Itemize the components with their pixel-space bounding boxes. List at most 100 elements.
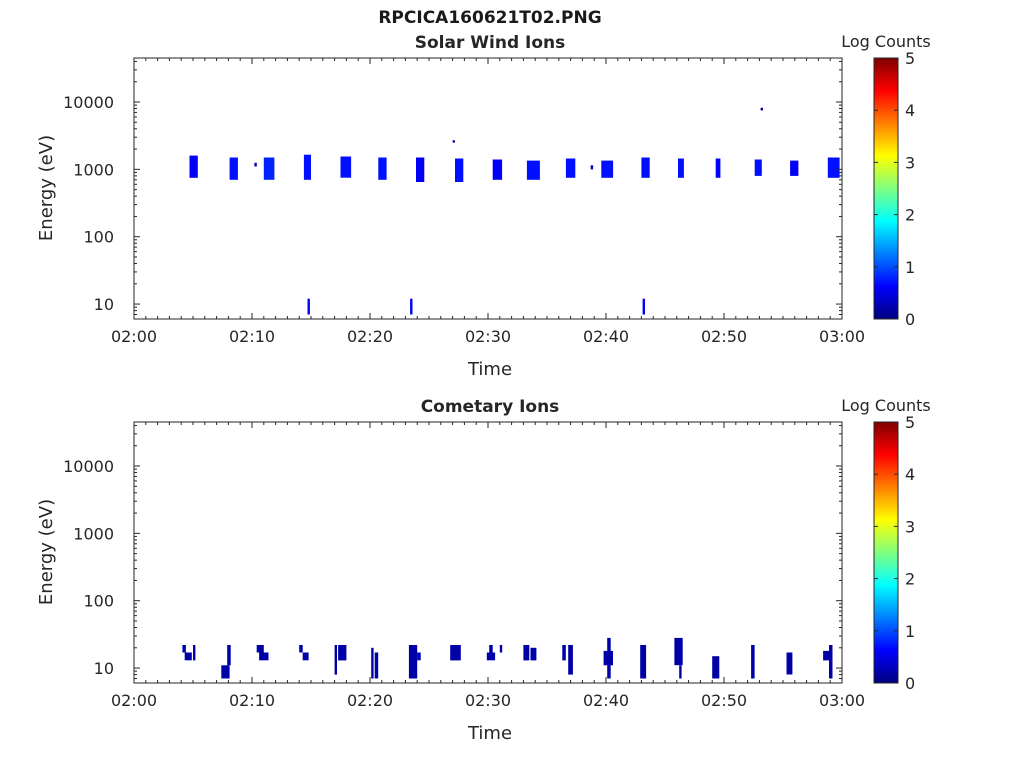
spectrogram-cell [340,156,352,178]
colorbar-tick-label: 2 [905,206,915,225]
x-tick-label: 02:50 [701,691,747,710]
spectrogram-cell [221,665,230,679]
colorbar-tick-label: 3 [905,517,915,536]
y-tick-label: 1000 [73,160,114,179]
spectrogram-cell [378,157,387,180]
spectrogram-cell [307,298,310,315]
x-tick-label: 03:00 [819,327,865,346]
y-tick-label: 10000 [63,93,114,112]
spectrogram-cell [263,157,275,180]
x-tick-label: 02:00 [111,691,157,710]
spectrogram-cell [607,637,611,679]
colorbar-tick-label: 1 [905,258,915,277]
spectrogram-cell [408,645,418,679]
spectrogram-cell [590,165,594,170]
x-tick-label: 02:30 [465,691,511,710]
y-axis-label: Energy (eV) [36,499,57,605]
spectrogram-cell [182,645,186,653]
x-axis: 02:00 02:10 02:20 02:30 02:40 02:50 03:00 [111,422,865,710]
x-tick-label: 02:40 [583,691,629,710]
spectrogram-cell [601,160,614,178]
spectrogram-cell [786,652,793,675]
spectrogram-cell [526,160,540,180]
x-tick-label: 02:20 [347,327,393,346]
colorbar-tick-label: 0 [905,310,915,329]
spectrogram-cell [299,645,303,653]
spectrogram-cell [254,162,257,167]
plot-frame [133,57,843,320]
y-axis: 10 100 1000 10000 [63,424,842,684]
spectrogram-cell [410,298,413,315]
y-tick-label: 100 [83,228,114,247]
colorbar-tick-label: 4 [905,101,915,120]
x-tick-label: 02:50 [701,327,747,346]
spectrogram-cell [754,159,762,176]
spectrogram-cell [450,645,461,661]
spectrogram-cell [674,637,683,666]
spectrogram-cell [641,157,650,178]
spectrogram-cell [751,645,755,679]
spectrogram-cell [371,647,374,679]
spectrogram-cells [189,107,840,315]
y-tick-label: 10 [94,659,114,678]
spectrogram-cell [640,645,647,679]
spectrogram-cell [678,158,684,178]
y-tick-label: 100 [83,592,114,611]
spectrogram-cell [189,155,198,178]
panel-title: Solar Wind Ions [415,33,566,53]
plot-frame [133,421,843,684]
colorbar-label: Log Counts [841,32,931,51]
y-axis-label: Energy (eV) [36,135,57,241]
spectrogram-cell [455,158,464,182]
spectrogram-cell [679,665,682,679]
y-tick-label: 1000 [73,524,114,543]
colorbar-ticks: 0 1 2 3 4 5 [874,413,915,693]
colorbar-label: Log Counts [841,396,931,415]
spectrogram-cell [374,652,379,679]
x-tick-label: 02:30 [465,327,511,346]
spectrogram-cell [823,650,831,661]
spectrogram-cell [760,107,763,111]
x-tick-label: 02:20 [347,691,393,710]
spectrogram-cell [259,652,269,661]
spectrogram-cell [642,298,645,315]
colorbar-tick-label: 1 [905,622,915,641]
y-axis: 10 100 1000 10000 [63,60,842,320]
x-tick-label: 02:10 [229,691,275,710]
colorbar-tick-label: 5 [905,413,915,432]
spectrogram-cell [829,645,833,679]
spectrogram-cell [227,645,231,666]
colorbar-tick-label: 4 [905,465,915,484]
spectrogram-cell [334,645,337,675]
spectrogram-cell [565,158,576,178]
panel-cometary: Cometary Ions 02:00 02:10 02:20 02:30 02:40 0… [36,396,931,744]
y-tick-label: 10000 [63,457,114,476]
spectrogram-cell [827,157,840,178]
colorbar-gradient [873,57,899,320]
y-tick-label: 10 [94,295,114,314]
spectrogram-cell [193,645,196,661]
spectrogram-cell [256,645,264,653]
panel-solar-wind: Solar Wind Ions 02:00 02:10 02:20 02:30 02:4… [36,32,931,380]
colorbar-tick-label: 5 [905,49,915,68]
spectrogram-cell [715,158,721,178]
spectrogram-cell [523,645,530,661]
spectrogram-cell [303,154,311,180]
spectrogram-cell [790,160,799,176]
spectrogram-cell [417,652,421,661]
colorbar-ticks: 0 1 2 3 4 5 [874,49,915,329]
x-tick-label: 02:10 [229,327,275,346]
colorbar-tick-label: 0 [905,674,915,693]
spectrogram-cell [568,645,573,675]
spectrogram-cell [416,157,425,182]
x-axis-label: Time [467,723,512,744]
spectrogram-cell [452,140,455,143]
spectrogram-cell [229,157,238,180]
spectrogram-cell [338,645,347,661]
x-tick-label: 02:40 [583,327,629,346]
spectrogram-cell [184,652,192,661]
spectrogram-cells [182,637,833,679]
panel-title: Cometary Ions [421,397,560,417]
colorbar: 0 1 2 3 4 5 Log Counts [841,396,931,693]
